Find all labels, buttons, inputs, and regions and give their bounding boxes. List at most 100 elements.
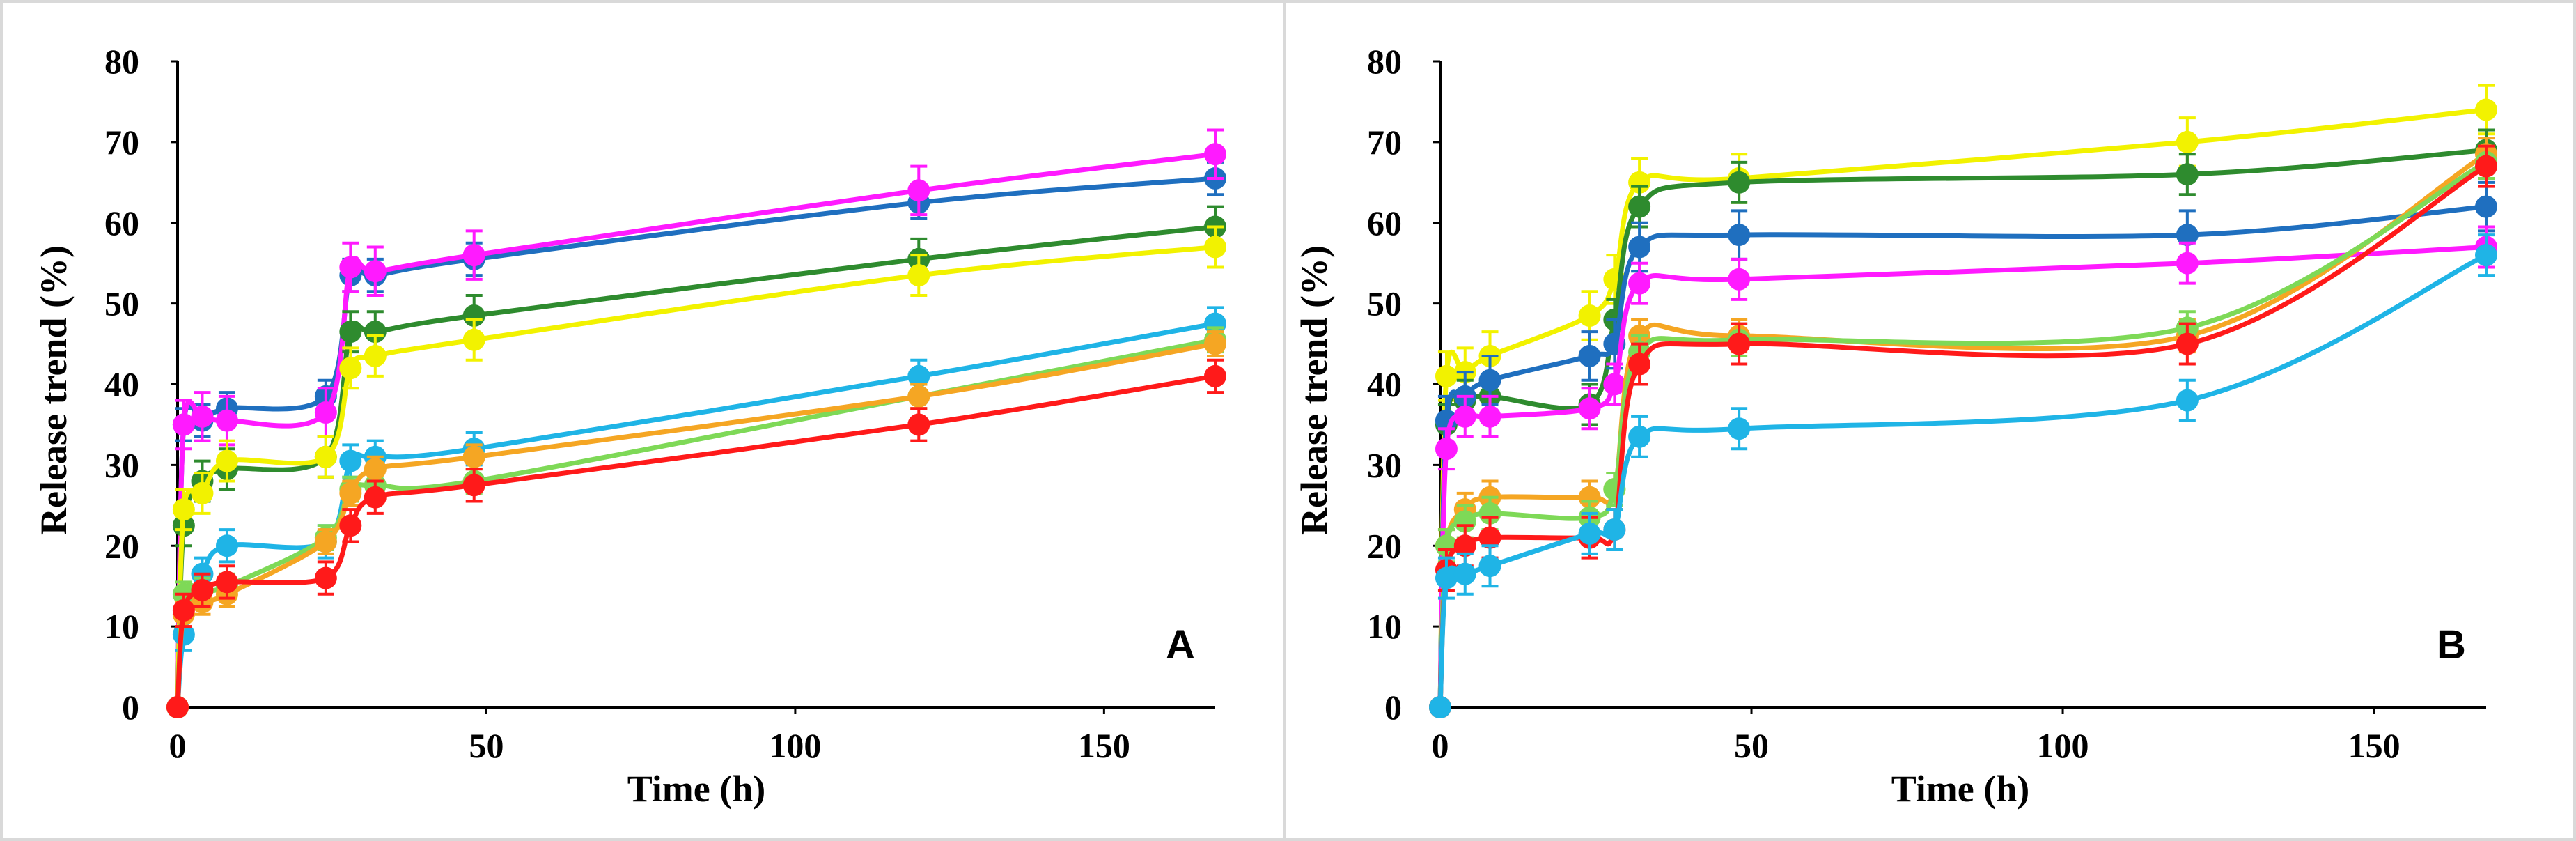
y-tick-label: 40 <box>104 365 139 404</box>
data-point-cyan <box>1603 518 1626 541</box>
x-tick-label: 0 <box>169 726 187 765</box>
series-red <box>166 358 1226 718</box>
data-point-yellow <box>314 445 337 468</box>
data-point-red <box>215 571 238 594</box>
x-tick-label: 150 <box>1078 726 1130 765</box>
data-point-dark-green <box>339 321 362 344</box>
data-point-yellow <box>1435 364 1458 387</box>
y-tick-label: 60 <box>1367 203 1402 242</box>
y-tick-label: 30 <box>1367 445 1402 484</box>
data-point-red <box>907 413 930 436</box>
y-tick-label: 20 <box>1367 526 1402 565</box>
data-point-blue <box>2176 224 2199 247</box>
data-point-light-green <box>1478 502 1501 525</box>
data-point-orange <box>314 530 337 553</box>
data-point-orange <box>339 481 362 504</box>
x-tick-label: 0 <box>1432 726 1449 765</box>
series-magenta <box>166 128 1226 718</box>
panel-b: Release trend (%) Time (h) B 0 10 20 30 40 50… <box>1293 42 2497 810</box>
data-point-yellow <box>1578 304 1601 327</box>
data-point-red <box>1204 364 1226 387</box>
data-point-cyan <box>215 534 238 557</box>
x-tick-label: 50 <box>469 726 504 765</box>
data-point-magenta <box>215 409 238 432</box>
data-point-yellow <box>2176 130 2199 153</box>
panel-a: Release trend (%) Time (h) A 0 10 20 30 40 50… <box>33 42 1226 810</box>
data-point-red <box>1728 332 1751 355</box>
data-point-yellow <box>907 264 930 287</box>
data-point-red <box>1453 534 1476 557</box>
data-point-dark-green <box>1728 171 1751 194</box>
axes-a: 0 10 20 30 40 50 60 70 80 0 50 100 150 <box>104 42 1215 765</box>
data-point-magenta <box>1603 373 1626 396</box>
y-tick-label: 10 <box>1367 607 1402 646</box>
data-point-red <box>1478 526 1501 549</box>
data-point-blue <box>1578 344 1601 367</box>
data-point-yellow <box>339 357 362 380</box>
x-tick-label: 50 <box>1734 726 1769 765</box>
data-point-orange <box>462 445 485 468</box>
data-point-magenta <box>462 244 485 267</box>
data-point-red <box>2176 332 2199 355</box>
data-point-red <box>191 578 214 601</box>
series-a <box>166 128 1226 718</box>
data-point-magenta <box>1578 397 1601 420</box>
y-tick-label: 20 <box>104 526 139 565</box>
data-point-red <box>462 474 485 497</box>
data-point-magenta <box>364 260 387 283</box>
data-point-magenta <box>1204 143 1226 166</box>
data-point-magenta <box>1435 438 1458 461</box>
data-point-magenta <box>172 413 195 436</box>
y-tick-label: 30 <box>104 445 139 484</box>
data-point-orange <box>907 385 930 408</box>
data-point-blue <box>2475 195 2497 218</box>
panel-letter-b: B <box>2437 622 2466 668</box>
data-point-cyan <box>1478 555 1501 578</box>
y-tick-label: 50 <box>104 284 139 323</box>
x-axis-label-a: Time (h) <box>627 768 766 810</box>
data-point-cyan <box>2475 244 2497 267</box>
y-tick-label: 80 <box>104 42 139 81</box>
data-point-red <box>172 599 195 622</box>
data-point-red <box>2475 155 2497 178</box>
data-point-magenta <box>2176 252 2199 275</box>
data-point-orange <box>1578 486 1601 509</box>
data-point-cyan <box>1453 562 1476 585</box>
data-point-yellow <box>2475 98 2497 121</box>
y-tick-label: 70 <box>104 123 139 162</box>
data-point-dark-green <box>364 321 387 344</box>
data-point-red <box>314 566 337 589</box>
data-point-cyan <box>339 449 362 472</box>
data-point-blue <box>1728 224 1751 247</box>
y-tick-label: 50 <box>1367 284 1402 323</box>
data-point-dark-green <box>2176 163 2199 186</box>
data-point-cyan <box>1429 696 1451 718</box>
data-point-red <box>166 696 189 718</box>
data-point-cyan <box>1204 312 1226 335</box>
x-tick-label: 150 <box>2348 726 2401 765</box>
data-point-light-green <box>1453 510 1476 533</box>
data-point-yellow <box>1204 236 1226 259</box>
data-point-yellow <box>191 481 214 504</box>
data-point-yellow <box>364 344 387 367</box>
y-axis-label-b: Release trend (%) <box>1293 245 1335 535</box>
x-axis-label-b: Time (h) <box>1891 768 2030 810</box>
y-tick-label: 10 <box>104 607 139 646</box>
data-point-cyan <box>1728 417 1751 440</box>
data-point-cyan <box>907 364 930 387</box>
data-point-red <box>364 486 387 509</box>
series-line-magenta <box>1437 245 2489 710</box>
data-point-red <box>339 514 362 537</box>
data-point-blue <box>1628 236 1651 259</box>
data-point-red <box>1628 353 1651 376</box>
data-point-yellow <box>215 449 238 472</box>
data-point-magenta <box>191 405 214 428</box>
data-point-magenta <box>339 256 362 279</box>
y-tick-label: 0 <box>122 688 139 727</box>
data-point-cyan <box>2176 389 2199 412</box>
data-point-yellow <box>172 498 195 521</box>
data-point-blue <box>1478 369 1501 392</box>
data-point-orange <box>364 458 387 481</box>
data-point-dark-green <box>1628 195 1651 218</box>
